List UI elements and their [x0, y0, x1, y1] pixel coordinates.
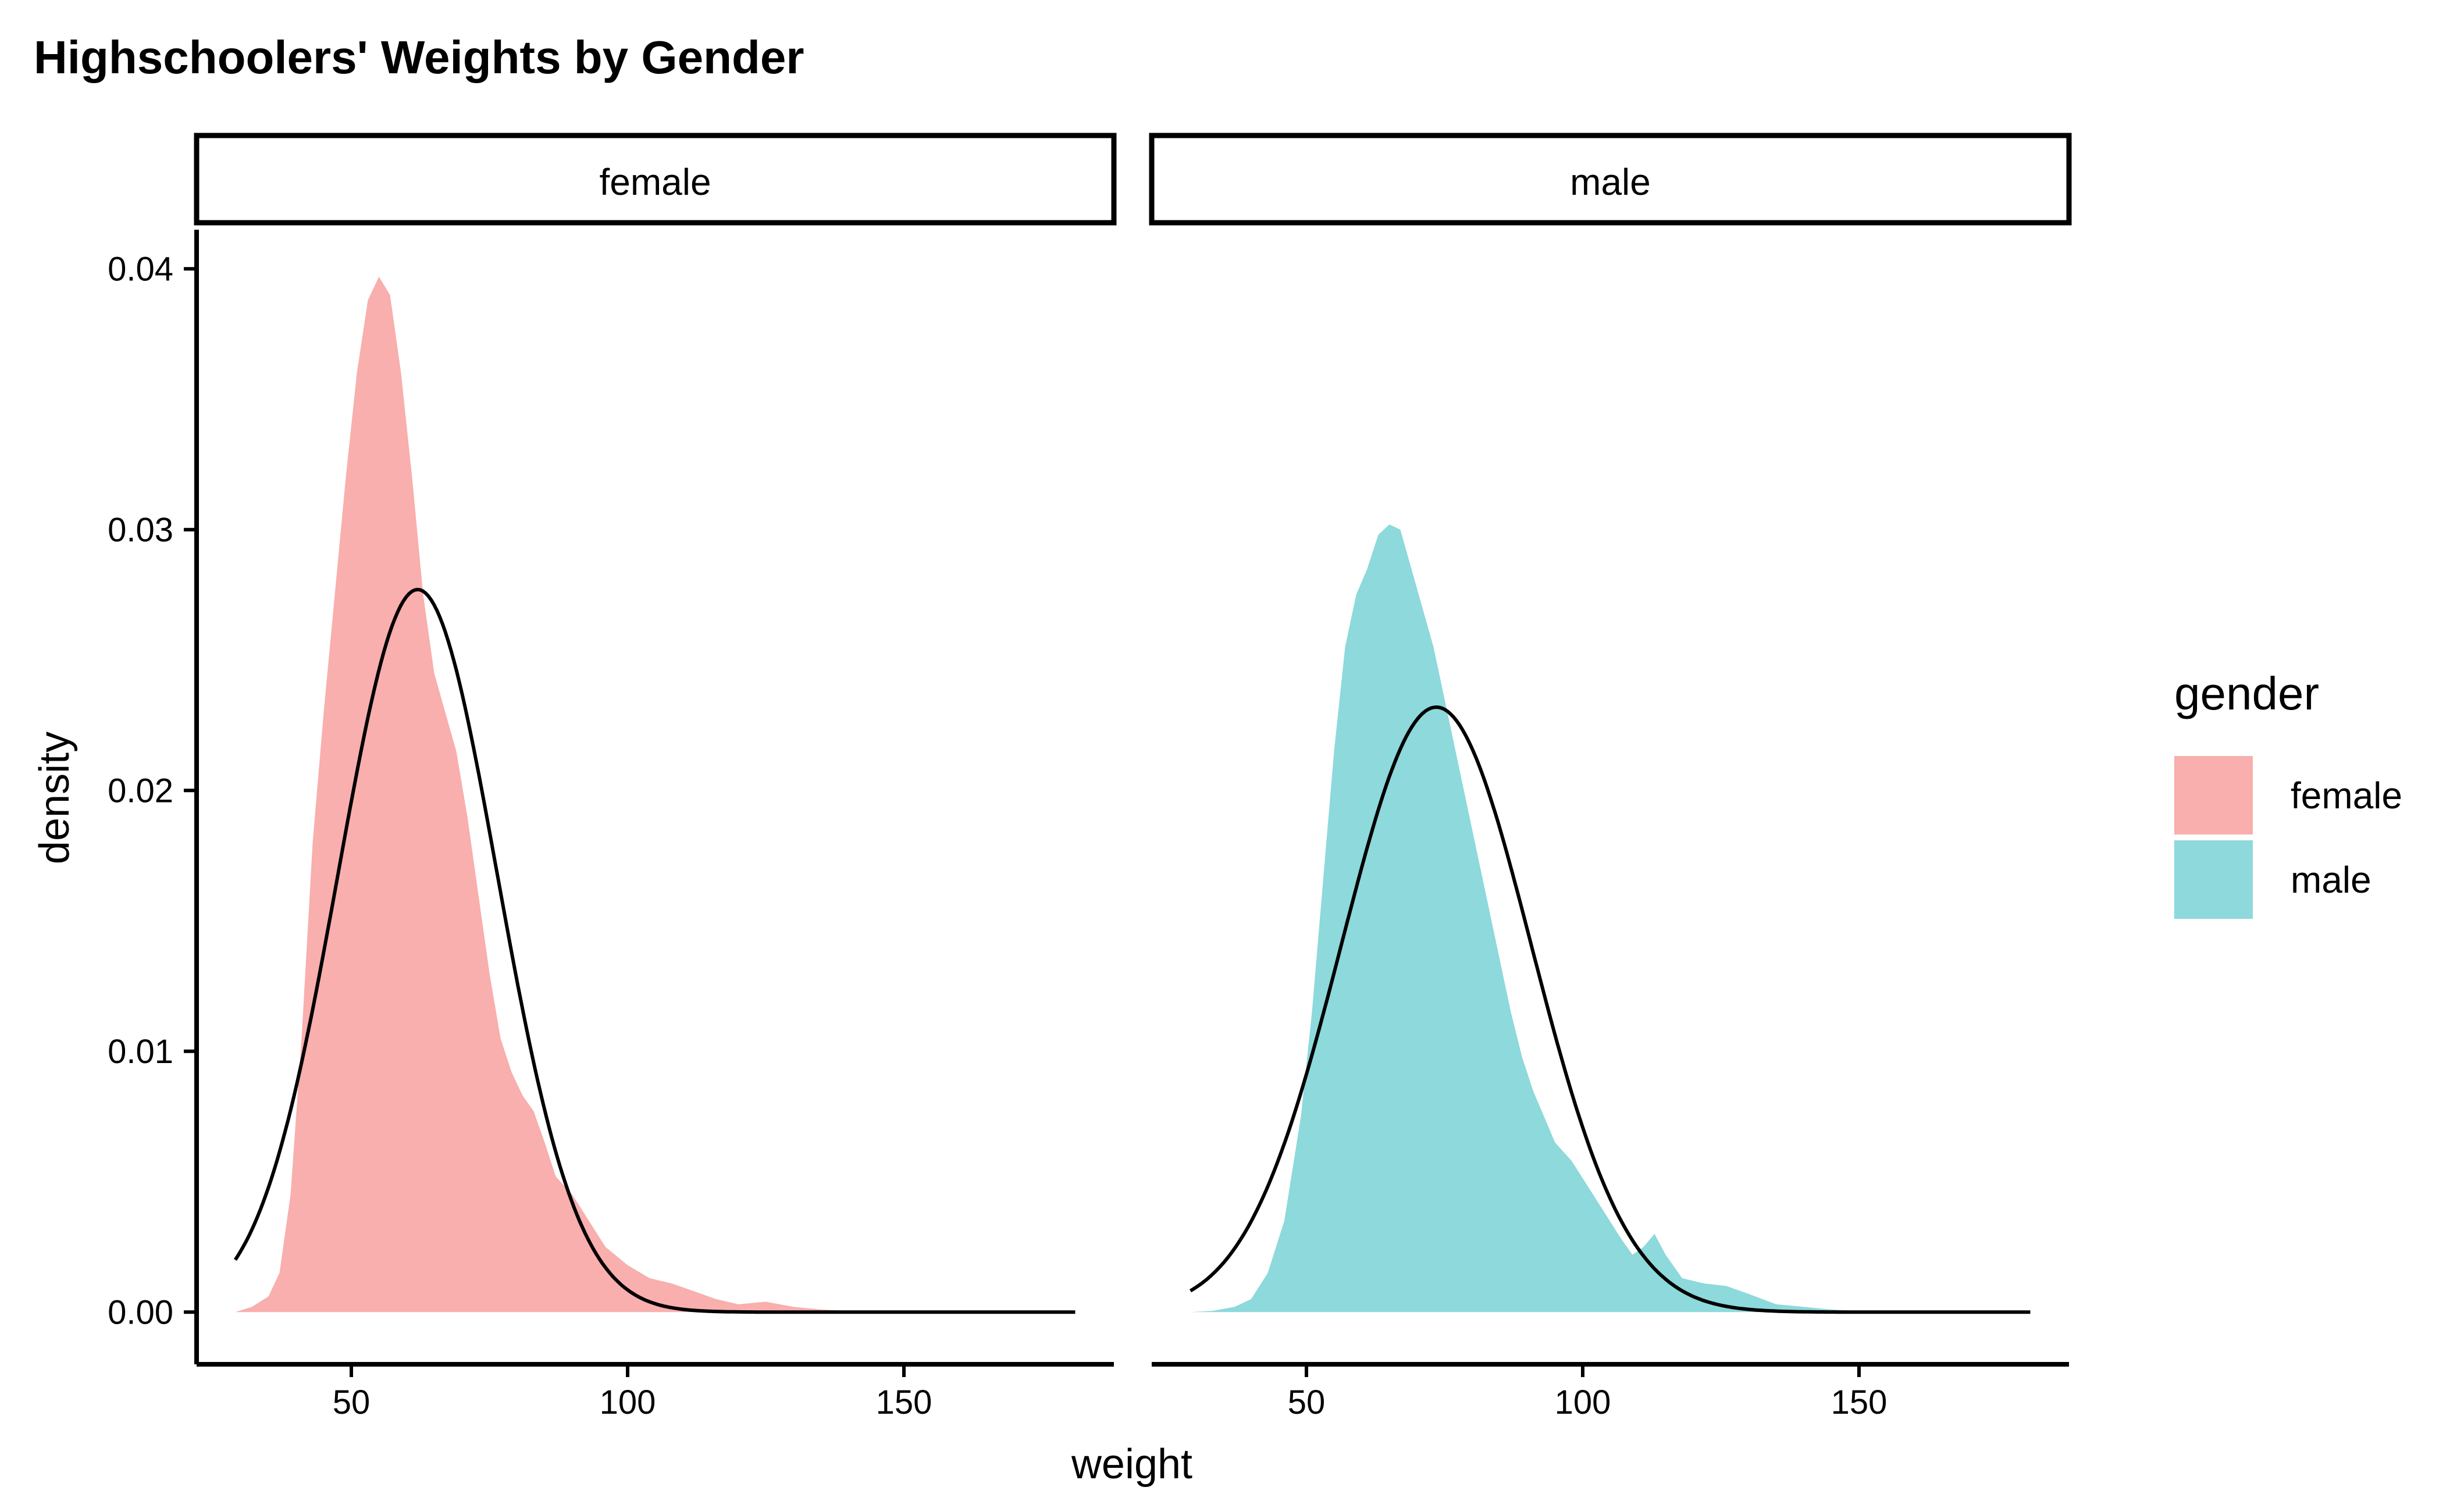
y-axis-title: density [31, 732, 78, 864]
normal-curve-female [233, 587, 1076, 1314]
chart-title: Highschoolers' Weights by Gender [34, 31, 804, 83]
normal-curve-male [1189, 705, 2031, 1314]
facet-strip-male [1149, 133, 2072, 226]
facet-strip-female [194, 133, 1117, 226]
facet-strip-label-female: female [599, 161, 711, 203]
x-tick-label-150: 150 [1831, 1383, 1888, 1421]
density-area-female [235, 276, 1076, 1313]
legend-items: female male [2174, 756, 2402, 919]
density-area-male [1190, 524, 2031, 1313]
legend-label-male: male [2291, 859, 2371, 901]
legend: gender female male [2174, 668, 2402, 919]
x-tick-label-50: 50 [333, 1383, 371, 1421]
legend-label-female: female [2291, 775, 2402, 816]
facet-panel-male: male 50 100 150 [1149, 133, 2072, 1421]
x-tick-label-150: 150 [876, 1383, 932, 1421]
x-axis-title: weight [1071, 1441, 1192, 1488]
x-tick-label-100: 100 [600, 1383, 656, 1421]
legend-title: gender [2174, 668, 2319, 719]
y-tick-label-0.01: 0.01 [108, 1033, 173, 1071]
legend-key-female [2174, 756, 2253, 835]
y-tick-label-0.02: 0.02 [108, 772, 173, 810]
y-tick-label-0.04: 0.04 [108, 250, 173, 288]
legend-key-male [2174, 840, 2253, 919]
x-tick-label-50: 50 [1288, 1383, 1326, 1421]
y-tick-label-0.00: 0.00 [108, 1293, 173, 1331]
y-tick-label-0.03: 0.03 [108, 511, 173, 549]
facet-panel-female: female 50 100 150 0.00 0.01 0.02 0.03 0.04 [108, 133, 1117, 1421]
facet-strip-label-male: male [1570, 161, 1651, 203]
x-tick-label-100: 100 [1555, 1383, 1611, 1421]
